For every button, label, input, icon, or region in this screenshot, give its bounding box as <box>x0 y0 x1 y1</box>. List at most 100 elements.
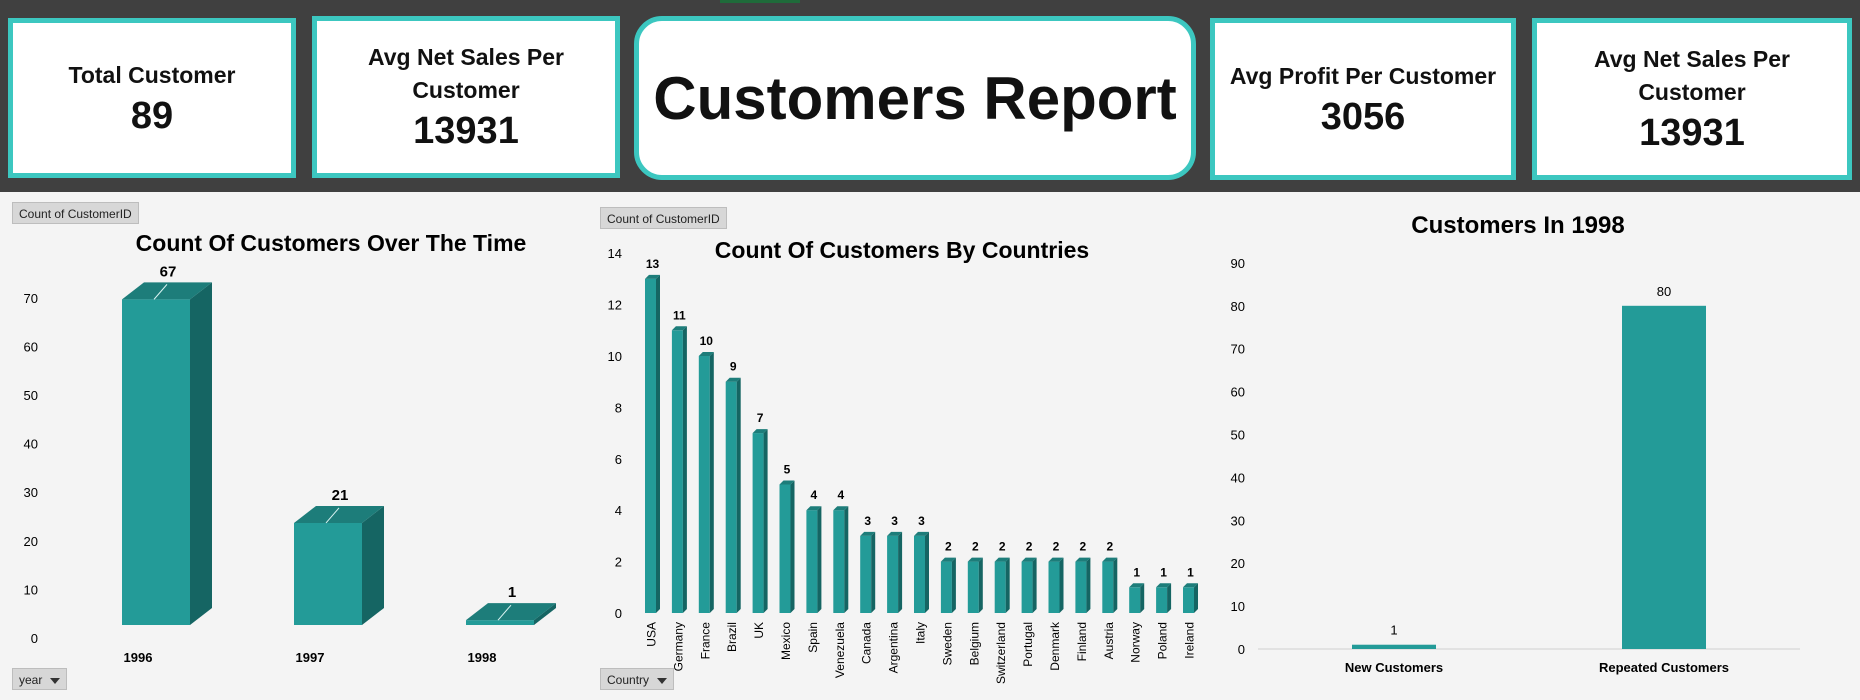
y-tick-label: 80 <box>1231 299 1245 314</box>
kpi-card-avg-profit: Avg Profit Per Customer 3056 <box>1210 18 1516 180</box>
data-label: 1 <box>508 584 516 601</box>
bar-side <box>978 557 983 613</box>
bar <box>1352 644 1436 649</box>
x-tick-label: Italy <box>914 622 928 644</box>
bar-top <box>1183 583 1198 588</box>
pivot-axis-label: year <box>19 673 43 687</box>
bar-top <box>1048 557 1064 562</box>
y-tick-label: 12 <box>608 298 622 313</box>
bar-top <box>698 352 714 356</box>
bar-side <box>1194 583 1198 613</box>
bar-side <box>1005 557 1010 613</box>
bar <box>1622 305 1706 649</box>
bar-side <box>817 506 822 613</box>
data-label: 2 <box>1080 540 1087 554</box>
data-label-leader <box>153 284 168 300</box>
x-tick-label: 1997 <box>296 650 325 665</box>
pivot-value-button-2[interactable]: Count of CustomerID <box>600 207 727 229</box>
bar <box>645 278 656 613</box>
bar <box>671 330 683 613</box>
x-tick-label: Denmark <box>1048 621 1062 671</box>
data-label: 3 <box>864 514 871 528</box>
bar-top <box>1021 557 1037 562</box>
x-tick-label: Germany <box>671 622 685 671</box>
kpi-label: Avg Profit Per Customer <box>1229 62 1497 89</box>
bar-top <box>725 377 741 382</box>
y-tick-label: 20 <box>1231 556 1245 571</box>
report-title-card: Customers Report <box>634 16 1196 180</box>
kpi-value: 3056 <box>1320 95 1406 138</box>
bar-side <box>844 506 849 613</box>
x-tick-label: Canada <box>860 622 874 664</box>
x-tick-label: Venezuela <box>833 622 847 678</box>
bar-top <box>967 557 983 562</box>
y-tick-label: 0 <box>31 631 38 646</box>
bar <box>887 535 899 613</box>
data-label: 2 <box>1106 540 1113 554</box>
bar-top <box>1129 583 1145 588</box>
data-label-leader <box>497 604 512 621</box>
pivot-axis-button-2[interactable]: Country <box>600 668 675 690</box>
bar-side <box>1140 583 1145 613</box>
y-tick-label: 50 <box>24 388 38 403</box>
bar <box>122 299 190 625</box>
y-tick-label: 30 <box>1231 513 1245 528</box>
bar-top <box>294 505 384 523</box>
x-tick-label: Poland <box>1156 622 1170 659</box>
kpi-value: 13931 <box>413 110 519 152</box>
bar <box>1048 561 1060 613</box>
x-tick-label: UK <box>752 622 766 639</box>
data-label: 2 <box>972 540 979 554</box>
data-label: 2 <box>1026 540 1033 554</box>
x-tick-label: Argentina <box>887 622 901 674</box>
bar <box>1021 561 1033 613</box>
bar-side <box>925 531 929 613</box>
x-tick-label: Brazil <box>725 622 739 652</box>
bar-side <box>362 505 384 625</box>
kpi-value: 89 <box>130 94 174 137</box>
pivot-axis-button-1[interactable]: year <box>12 668 68 690</box>
x-tick-label: 1998 <box>468 650 497 665</box>
x-tick-label: USA <box>645 622 659 647</box>
pivot-value-button-1[interactable]: Count of CustomerID <box>12 202 139 224</box>
data-label: 9 <box>730 360 737 374</box>
y-tick-label: 0 <box>615 606 622 621</box>
bar <box>779 484 791 613</box>
x-tick-label: 1996 <box>124 650 153 665</box>
data-label: 2 <box>945 540 952 554</box>
dropdown-arrow-icon <box>657 677 668 684</box>
bar-top <box>994 557 1010 562</box>
kpi-card-avg-net-sales: Avg Net Sales Per Customer 13931 <box>312 16 620 178</box>
bar-side <box>1086 557 1091 613</box>
chart-title: Count Of Customers Over The Time <box>136 230 527 256</box>
pivot-axis-label: Country <box>607 673 650 687</box>
x-tick-label: Portugal <box>1021 622 1035 667</box>
y-tick-label: 10 <box>24 582 38 597</box>
dropdown-arrow-icon <box>50 677 61 684</box>
bar-side <box>534 603 556 625</box>
x-tick-label: Norway <box>1129 622 1143 663</box>
kpi-label: Avg Net Sales Per Customer <box>367 44 565 103</box>
bar-top <box>1102 557 1118 562</box>
bar <box>294 522 362 625</box>
bar-side <box>1059 557 1064 613</box>
bar-top <box>887 531 903 536</box>
bar <box>752 433 764 613</box>
x-tick-label: Mexico <box>779 622 793 660</box>
chart-title: Count Of Customers By Countries <box>715 237 1089 263</box>
data-label: 1 <box>1187 565 1194 579</box>
bar-side <box>736 377 741 613</box>
bar-side <box>898 531 903 613</box>
bar <box>698 356 710 613</box>
data-label: 10 <box>700 334 714 348</box>
kpi-card-avg-net-sales-2: Avg Net Sales Per Customer 13931 <box>1532 18 1852 180</box>
bar-top <box>860 531 876 536</box>
kpi-value: 13931 <box>1639 112 1745 154</box>
y-tick-label: 2 <box>615 555 622 570</box>
bar-side <box>790 480 795 613</box>
x-tick-label: Switzerland <box>994 622 1008 684</box>
y-tick-label: 8 <box>615 400 622 415</box>
y-tick-label: 60 <box>24 339 38 354</box>
bar <box>1183 587 1194 613</box>
bar <box>1129 587 1141 613</box>
